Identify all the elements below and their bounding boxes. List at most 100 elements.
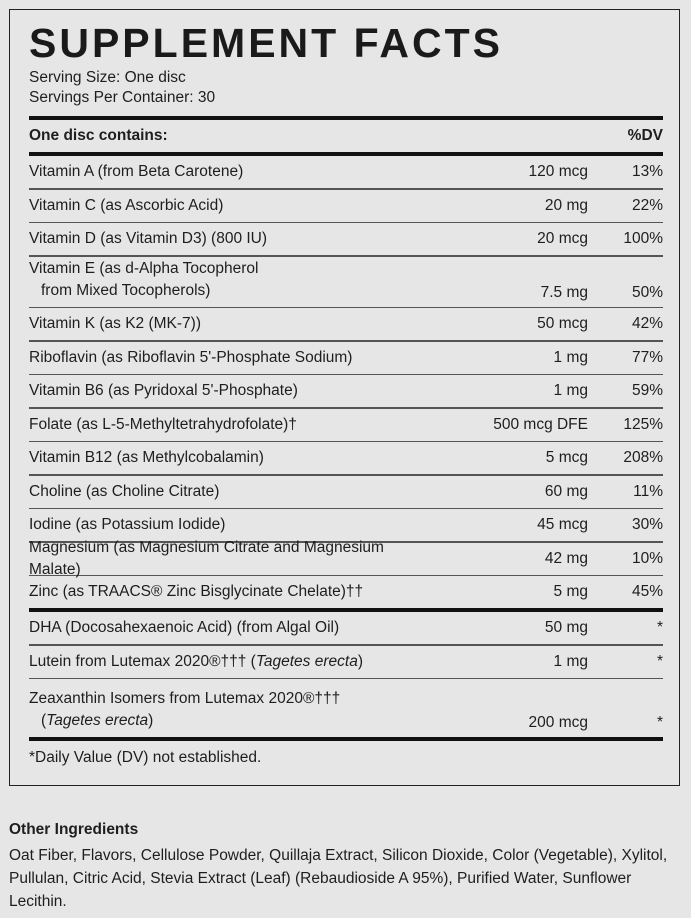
nutrient-name: Magnesium (as Magnesium Citrate and Magn… bbox=[29, 538, 384, 578]
nutrient-name-line2: from Mixed Tocopherols) bbox=[41, 281, 211, 299]
nutrient-name: Zeaxanthin Isomers from Lutemax 2020®†††… bbox=[29, 688, 388, 732]
nutrient-amount: 7.5 mg bbox=[540, 283, 588, 301]
nutrient-dv: * bbox=[656, 652, 663, 670]
nutrient-amount: 50 mcg bbox=[537, 315, 588, 332]
nutrient-dv: 22% bbox=[631, 196, 663, 214]
table-row: Vitamin C (as Ascorbic Acid) 20 mg 22% bbox=[29, 190, 663, 222]
divider-thick bbox=[29, 116, 663, 120]
other-ingredients: Other Ingredients Oat Fiber, Flavors, Ce… bbox=[9, 818, 679, 913]
nutrient-dv: 30% bbox=[631, 516, 663, 533]
nutrient-amount: 20 mg bbox=[544, 196, 588, 214]
nutrient-dv: 77% bbox=[631, 348, 663, 366]
nutrient-dv: 100% bbox=[623, 230, 663, 247]
table-row: Vitamin B6 (as Pyridoxal 5'-Phosphate) 1 … bbox=[29, 375, 663, 407]
footnote: *Daily Value (DV) not established. bbox=[29, 749, 262, 766]
table-row: Zinc (as TRAACS® Zinc Bisglycinate Chela… bbox=[29, 576, 663, 608]
divider-thick bbox=[29, 737, 663, 741]
nutrient-name: Vitamin B12 (as Methylcobalamin) bbox=[29, 449, 264, 466]
divider-thin bbox=[29, 373, 663, 375]
divider-thin bbox=[29, 574, 663, 576]
nutrient-name: Riboflavin (as Riboflavin 5'-Phosphate S… bbox=[29, 348, 353, 366]
nutrient-dv: * bbox=[656, 714, 663, 731]
nutrient-name: Vitamin A (from Beta Carotene) bbox=[29, 163, 244, 180]
nutrient-dv: 125% bbox=[623, 415, 663, 433]
divider-thin bbox=[29, 677, 663, 679]
nutrient-name: DHA (Docosahexaenoic Acid) (from Algal O… bbox=[29, 617, 388, 639]
table-row: Zeaxanthin Isomers from Lutemax 2020®†††… bbox=[29, 679, 663, 737]
other-ingredients-text: Oat Fiber, Flavors, Cellulose Powder, Qu… bbox=[9, 847, 668, 910]
paren-close: ) bbox=[357, 652, 363, 670]
nutrient-amount: 45 mcg bbox=[537, 516, 588, 533]
divider-thin bbox=[29, 541, 663, 543]
nutrient-dv: 50% bbox=[631, 283, 663, 301]
table-row: Vitamin B12 (as Methylcobalamin) 5 mcg 208… bbox=[29, 442, 663, 474]
divider-thin bbox=[29, 507, 663, 509]
nutrient-name: Vitamin D (as Vitamin D3) (800 IU) bbox=[29, 230, 268, 247]
nutrient-amount: 120 mcg bbox=[528, 163, 588, 180]
nutrient-dv: 13% bbox=[631, 163, 663, 180]
header-dv: %DV bbox=[627, 127, 663, 144]
nutrient-amount: 1 mg bbox=[553, 382, 588, 399]
species-name: Tagetes erecta bbox=[46, 712, 149, 729]
divider-thick bbox=[29, 152, 663, 156]
nutrient-name: Iodine (as Potassium Iodide) bbox=[29, 516, 226, 533]
nutrient-amount: 60 mg bbox=[544, 482, 588, 500]
nutrient-amount: 50 mg bbox=[544, 619, 588, 636]
divider-thin bbox=[29, 188, 663, 190]
nutrient-amount: 200 mcg bbox=[528, 714, 588, 731]
nutrient-amount: 1 mg bbox=[553, 652, 588, 670]
nutrient-name: Choline (as Choline Citrate) bbox=[29, 482, 220, 500]
nutrient-name: Vitamin E (as d-Alpha Tocopherol from Mix… bbox=[29, 258, 388, 302]
divider-thin bbox=[29, 440, 663, 442]
nutrient-dv: 42% bbox=[631, 315, 663, 332]
table-row: Iodine (as Potassium Iodide) 45 mcg 30% bbox=[29, 509, 663, 541]
serving-size: Serving Size: One disc bbox=[29, 69, 186, 86]
nutrient-name: Vitamin B6 (as Pyridoxal 5'-Phosphate) bbox=[29, 382, 298, 399]
divider-thin bbox=[29, 474, 663, 476]
nutrient-name: Vitamin C (as Ascorbic Acid) bbox=[29, 196, 224, 214]
nutrient-dv: 59% bbox=[631, 382, 663, 399]
nutrient-name: Zinc (as TRAACS® Zinc Bisglycinate Chela… bbox=[29, 583, 364, 600]
table-header: One disc contains: %DV bbox=[29, 120, 663, 152]
divider-thin bbox=[29, 644, 663, 646]
nutrient-name: Vitamin K (as K2 (MK-7)) bbox=[29, 315, 201, 332]
nutrient-dv: 11% bbox=[633, 482, 663, 500]
table-row: Choline (as Choline Citrate) 60 mg 11% bbox=[29, 476, 663, 508]
nutrient-name-line2: (Tagetes erecta) bbox=[29, 710, 388, 732]
paren-open: ( bbox=[41, 712, 47, 729]
divider-thin bbox=[29, 340, 663, 342]
nutrient-dv: 45% bbox=[631, 583, 663, 600]
paren-close: ) bbox=[148, 712, 154, 729]
nutrient-amount: 500 mcg DFE bbox=[493, 415, 588, 433]
table-row: Vitamin K (as K2 (MK-7)) 50 mcg 42% bbox=[29, 308, 663, 340]
nutrient-amount: 42 mg bbox=[544, 549, 588, 567]
panel-title: SUPPLEMENT FACTS bbox=[29, 20, 503, 66]
nutrient-amount: 5 mcg bbox=[545, 449, 588, 466]
nutrient-dv: * bbox=[656, 619, 663, 636]
header-contains: One disc contains: bbox=[29, 127, 168, 144]
table-row: Lutein from Lutemax 2020®††† (Tagetes er… bbox=[29, 646, 663, 678]
other-ingredients-heading: Other Ingredients bbox=[9, 821, 139, 838]
table-row: Folate (as L-5-Methyltetrahydrofolate)† 5… bbox=[29, 409, 663, 441]
nutrient-name-text: DHA (Docosahexaenoic Acid) (from Algal O… bbox=[29, 619, 340, 636]
nutrient-name: Lutein from Lutemax 2020®††† (Tagetes er… bbox=[29, 651, 388, 673]
nutrient-name-line1: Zeaxanthin Isomers from Lutemax 2020®††† bbox=[29, 690, 341, 707]
divider-thick bbox=[29, 608, 663, 612]
nutrient-amount: 1 mg bbox=[553, 348, 588, 366]
table-row: Magnesium (as Magnesium Citrate and Magn… bbox=[29, 539, 663, 578]
nutrient-name-line1: Vitamin E (as d-Alpha Tocopherol bbox=[29, 259, 259, 277]
divider-thin bbox=[29, 407, 663, 409]
divider-thin bbox=[29, 221, 663, 223]
table-row: Vitamin D (as Vitamin D3) (800 IU) 20 mcg… bbox=[29, 223, 663, 255]
divider-thin bbox=[29, 255, 663, 257]
nutrient-dv: 208% bbox=[623, 449, 663, 466]
nutrient-amount: 20 mcg bbox=[537, 230, 588, 247]
nutrient-name: Folate (as L-5-Methyltetrahydrofolate)† bbox=[29, 415, 297, 433]
table-row: Riboflavin (as Riboflavin 5'-Phosphate S… bbox=[29, 342, 663, 374]
table-row: Vitamin A (from Beta Carotene) 120 mcg 13% bbox=[29, 156, 663, 188]
nutrient-amount: 5 mg bbox=[553, 583, 588, 600]
table-row: DHA (Docosahexaenoic Acid) (from Algal O… bbox=[29, 612, 663, 644]
servings-per-container: Servings Per Container: 30 bbox=[29, 89, 216, 106]
divider-thin bbox=[29, 306, 663, 308]
nutrient-dv: 10% bbox=[631, 549, 663, 567]
